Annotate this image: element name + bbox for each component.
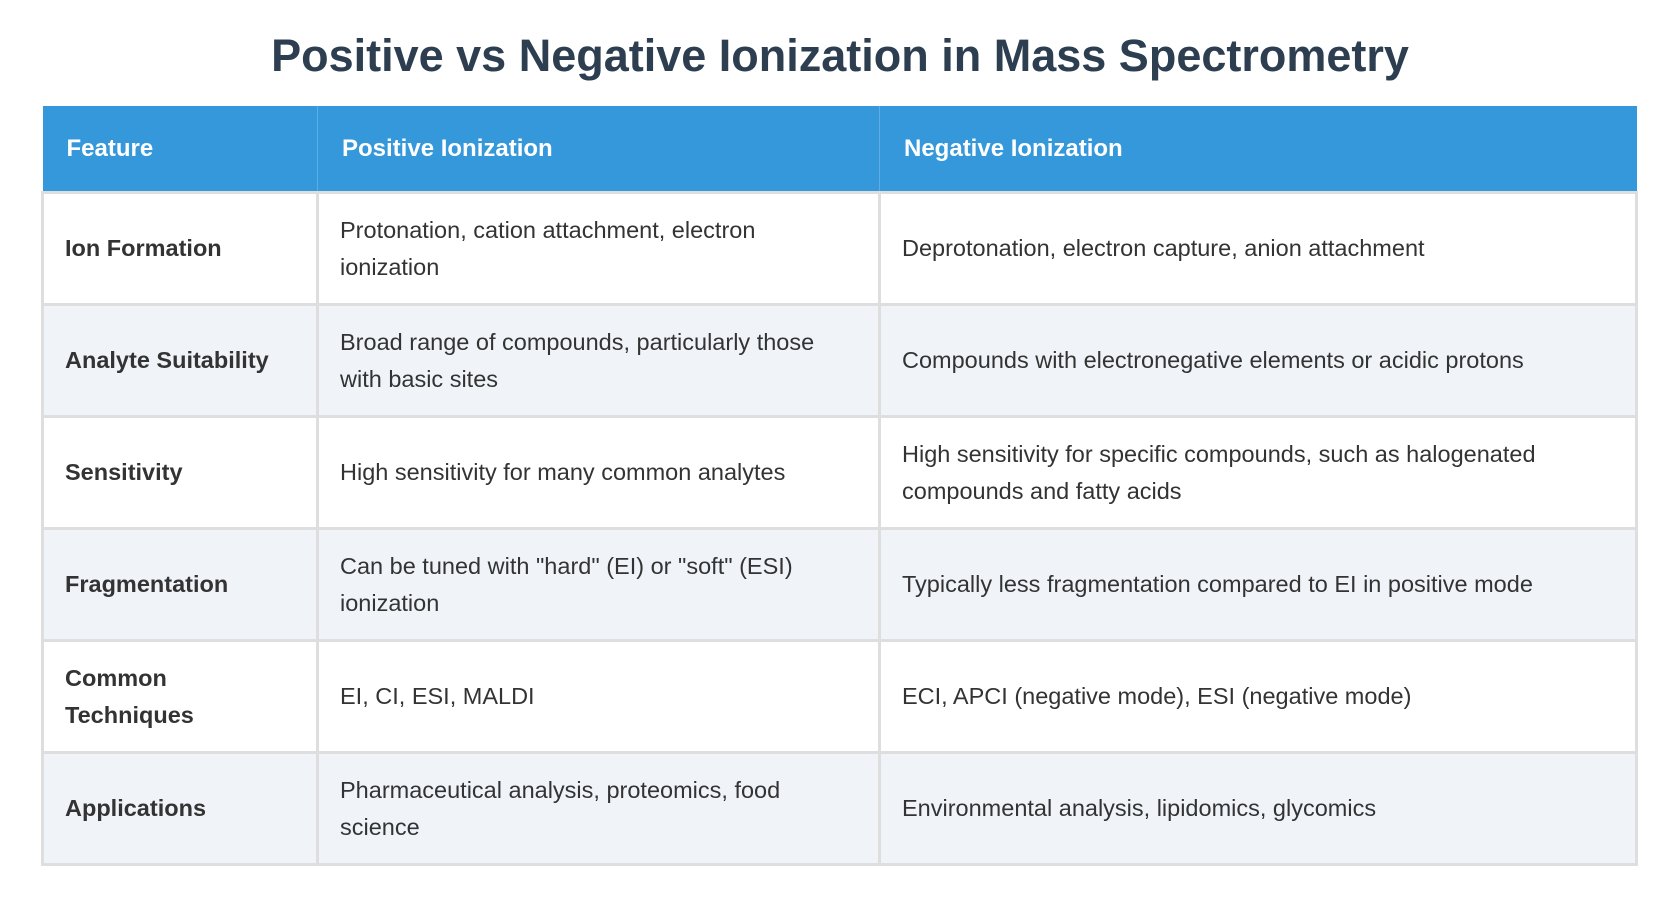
- positive-cell: Can be tuned with "hard" (EI) or "soft" …: [316, 527, 881, 642]
- table-row: Analyte Suitability Broad range of compou…: [41, 303, 1638, 418]
- feature-cell: Analyte Suitability: [41, 303, 319, 418]
- positive-cell: Protonation, cation attachment, electron…: [316, 191, 881, 306]
- positive-cell: Pharmaceutical analysis, proteomics, foo…: [316, 751, 881, 866]
- positive-cell: High sensitivity for many common analyte…: [316, 415, 881, 530]
- feature-cell: Sensitivity: [41, 415, 319, 530]
- table-row: Sensitivity High sensitivity for many com…: [41, 415, 1638, 530]
- feature-cell: Fragmentation: [41, 527, 319, 642]
- table-row: Applications Pharmaceutical analysis, pro…: [41, 751, 1638, 866]
- header-positive: Positive Ionization: [317, 106, 880, 193]
- negative-cell: ECI, APCI (negative mode), ESI (negative…: [878, 639, 1638, 754]
- negative-cell: Deprotonation, electron capture, anion a…: [878, 191, 1638, 306]
- feature-cell: Applications: [41, 751, 319, 866]
- negative-cell: High sensitivity for specific compounds,…: [878, 415, 1638, 530]
- page-title: Positive vs Negative Ionization in Mass …: [271, 30, 1409, 81]
- header-negative: Negative Ionization: [879, 106, 1637, 193]
- negative-cell: Environmental analysis, lipidomics, glyc…: [878, 751, 1638, 866]
- comparison-table: Feature Positive Ionization Negative Ion…: [41, 106, 1638, 866]
- table-row: Ion Formation Protonation, cation attachm…: [41, 191, 1638, 306]
- table-row: Common Techniques EI, CI, ESI, MALDI ECI, …: [41, 639, 1638, 754]
- table-row: Fragmentation Can be tuned with "hard" (E…: [41, 527, 1638, 642]
- table-header-row: Feature Positive Ionization Negative Ion…: [42, 106, 1637, 193]
- positive-cell: Broad range of compounds, particularly t…: [316, 303, 881, 418]
- negative-cell: Compounds with electronegative elements …: [878, 303, 1638, 418]
- feature-cell: Common Techniques: [41, 639, 319, 754]
- positive-cell: EI, CI, ESI, MALDI: [316, 639, 881, 754]
- header-feature: Feature: [42, 106, 318, 193]
- feature-cell: Ion Formation: [41, 191, 319, 306]
- negative-cell: Typically less fragmentation compared to…: [878, 527, 1638, 642]
